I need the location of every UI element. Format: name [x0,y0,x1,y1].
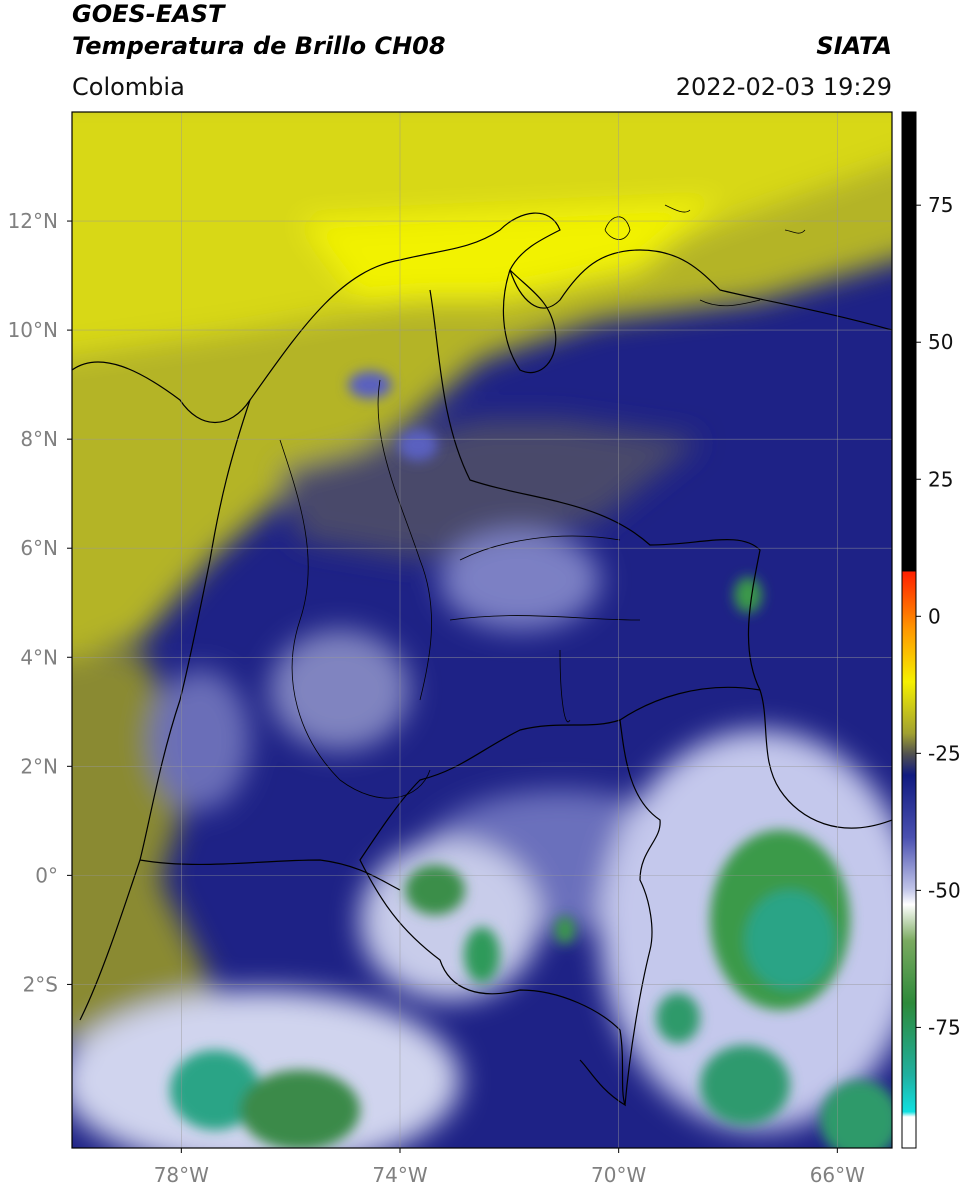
lon-tick-label: 78°W [154,1163,209,1187]
subtitle: Temperatura de Brillo CH08 [72,32,446,60]
lat-tick-label: 8°N [20,427,58,451]
map-frame [71,111,893,1149]
grid [72,112,892,1148]
colorbar-tick-label: -50 [928,878,961,902]
lat-tick-label: 0° [35,863,58,887]
colorbar [901,111,917,1149]
colorbar-tick-label: 50 [928,330,953,354]
colorbar-tick-label: 25 [928,467,953,491]
lon-tick-label: 66°W [810,1163,865,1187]
colorbar-tick-label: -25 [928,741,961,765]
colorbar-tick-label: -75 [928,1015,961,1039]
satellite-image [72,112,892,1148]
lat-tick-label: 6°N [20,536,58,560]
datetime: 2022-02-03 19:29 [676,73,892,101]
lon-tick-label: 74°W [372,1163,427,1187]
title: GOES-EAST [72,0,226,28]
lat-tick-label: 2°S [23,972,58,996]
lat-tick-label: 12°N [8,209,58,233]
source: SIATA [816,32,892,60]
lat-tick-label: 10°N [8,318,58,342]
lon-tick-label: 70°W [591,1163,646,1187]
colorbar-tick-label: 75 [928,193,953,217]
region: Colombia [72,73,185,101]
lat-tick-label: 4°N [20,645,58,669]
lat-tick-label: 2°N [20,754,58,778]
colorbar-tick-label: 0 [928,604,941,628]
